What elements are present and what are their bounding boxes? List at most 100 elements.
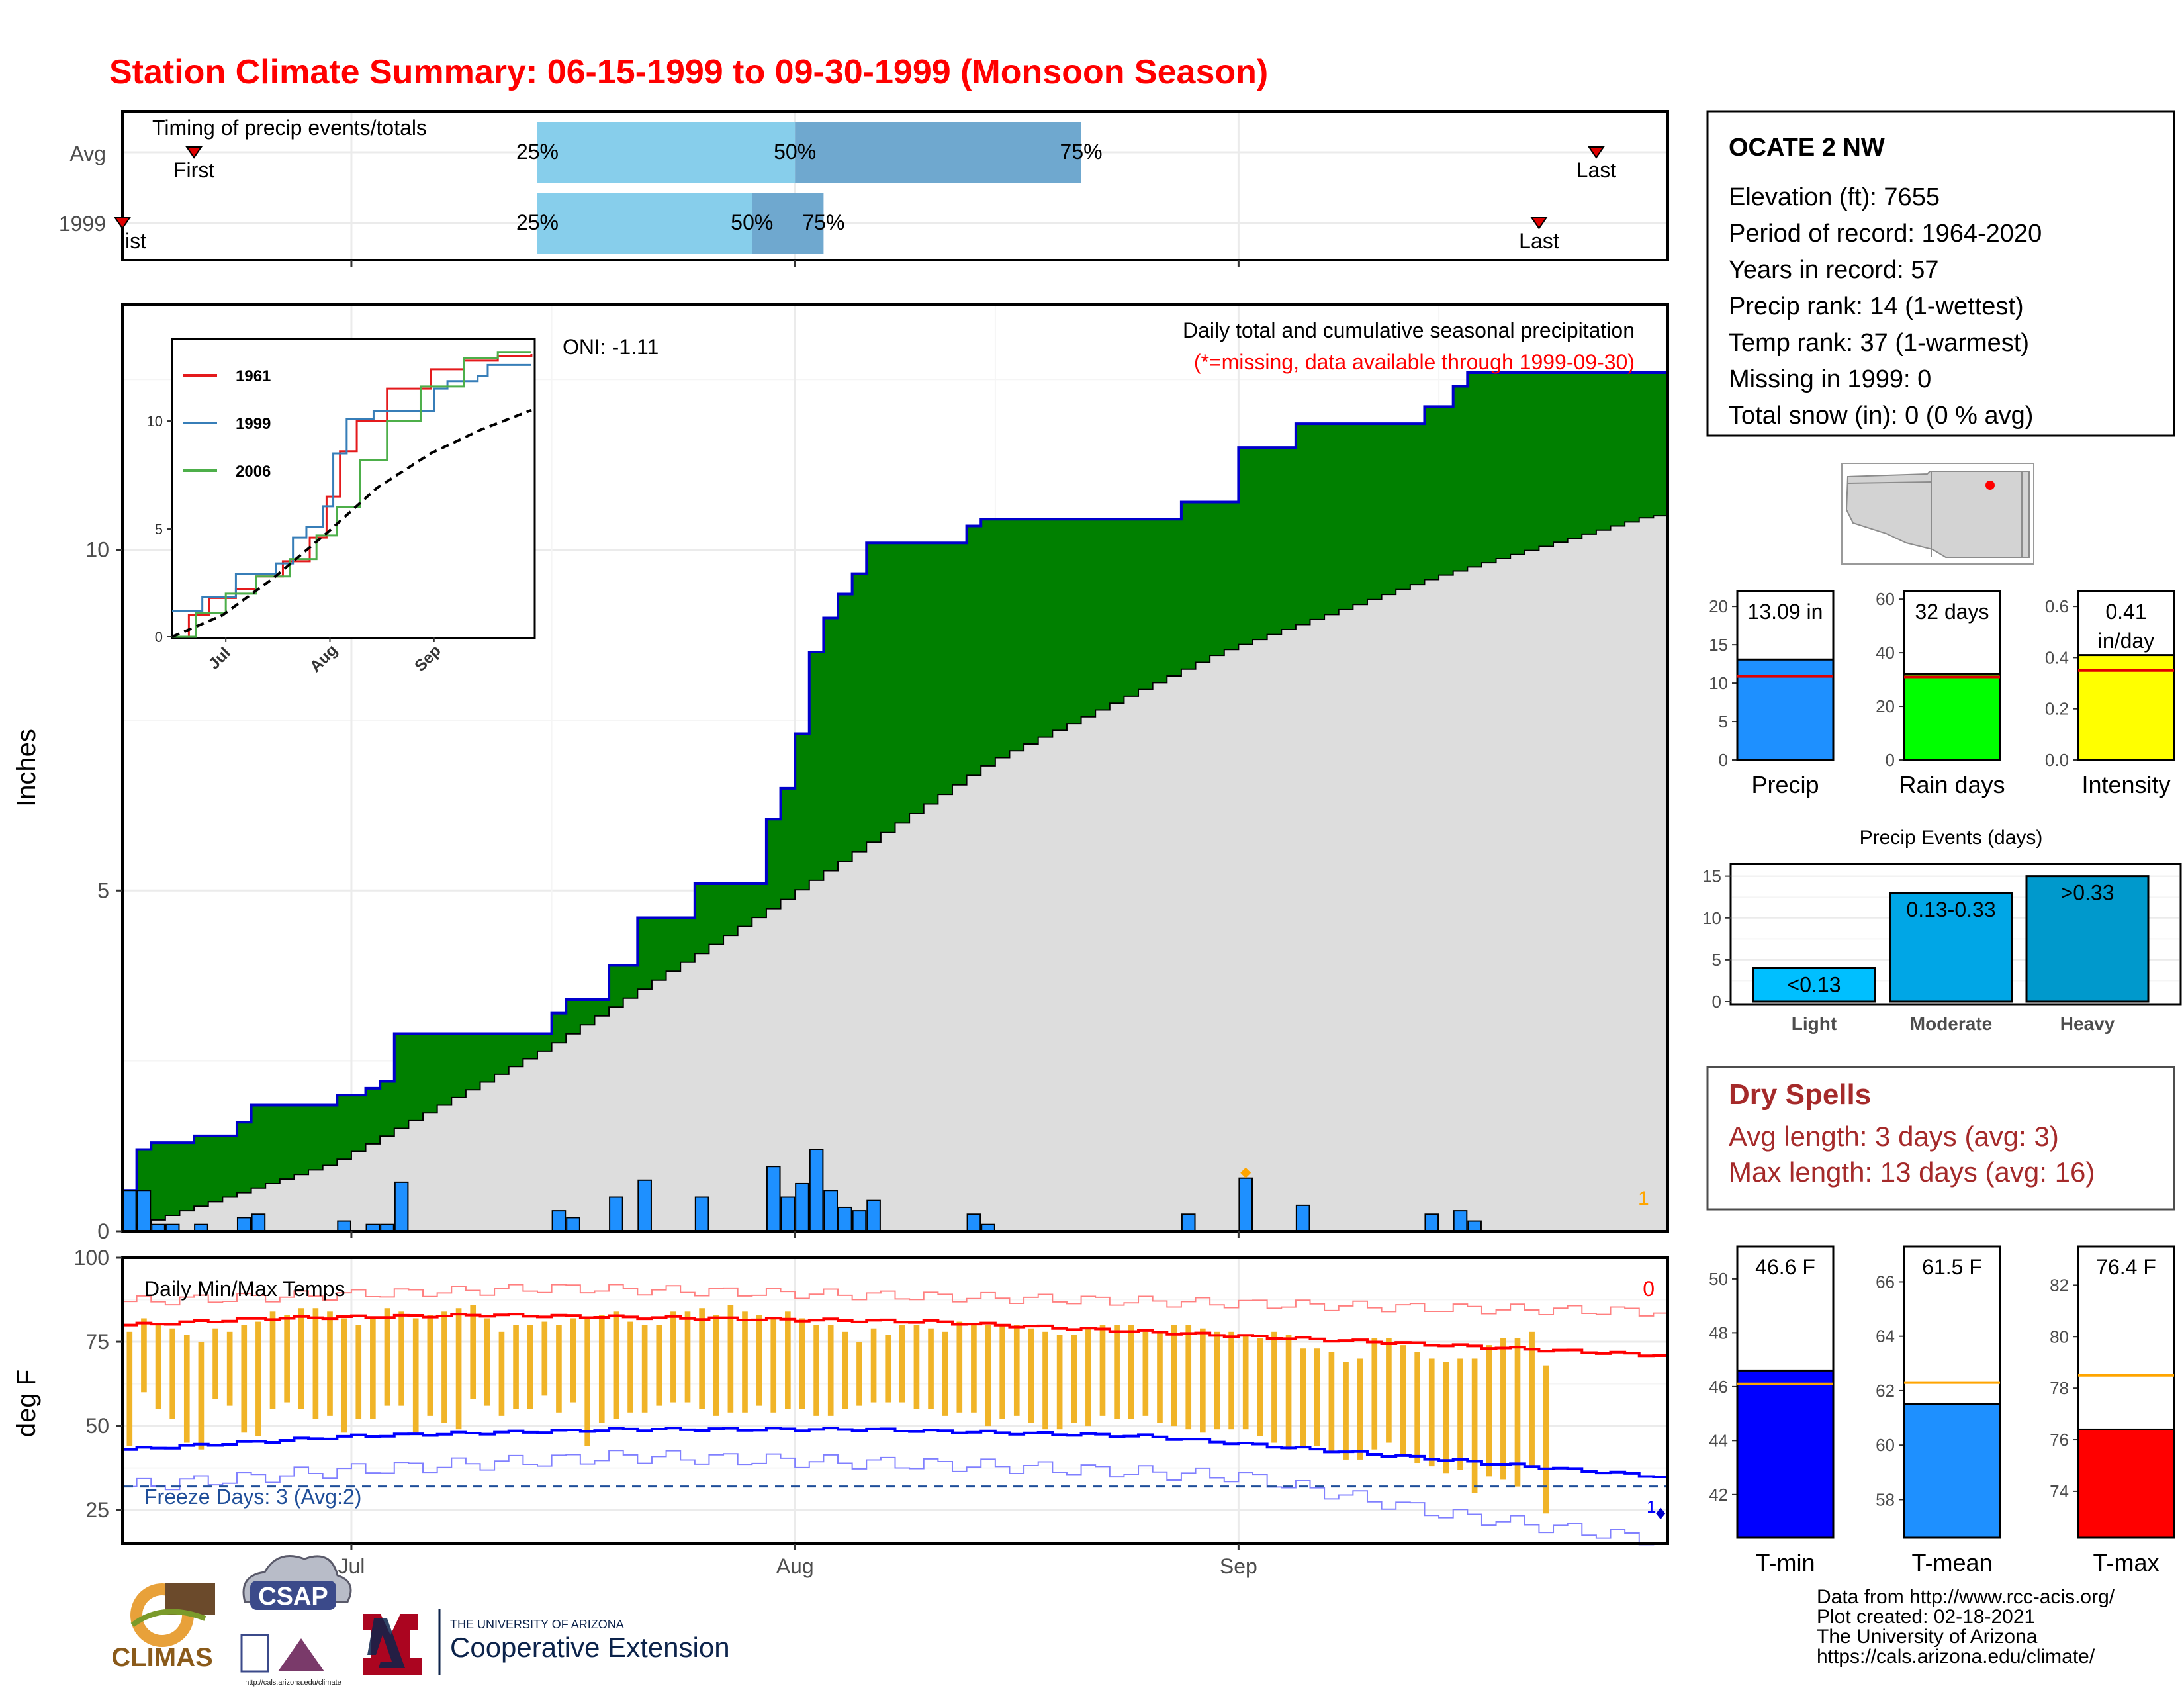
daily-temp-bar	[1157, 1331, 1163, 1423]
daily-precip-bar	[551, 1210, 567, 1233]
station-name: OCATE 2 NW	[1729, 134, 1885, 162]
daily-temp-bar	[1428, 1358, 1435, 1467]
inset-legend-label: 2006	[236, 463, 271, 481]
daily-precip-bar	[766, 1166, 781, 1233]
daily-temp-bar	[727, 1305, 734, 1413]
station-info-line: Precip rank: 14 (1-wettest)	[1729, 293, 2024, 320]
raindays-summary-ytick-label: 0	[1886, 750, 1895, 770]
daily-temp-bar	[556, 1325, 562, 1413]
daily-temp-bar	[1056, 1335, 1063, 1430]
daily-precip-bar	[251, 1213, 266, 1232]
daily-temp-bar	[198, 1342, 205, 1450]
timing-pointer-first	[114, 217, 131, 230]
tmax-summary-ytick-label: 74	[2050, 1481, 2069, 1501]
intensity-summary-value-label: 0.41	[2105, 600, 2146, 624]
station-info-line: Missing in 1999: 0	[1729, 365, 1931, 393]
record-min-line	[122, 1450, 1668, 1546]
daily-temp-bar	[699, 1308, 705, 1409]
daily-temp-bar	[284, 1315, 290, 1403]
daily-temp-bar	[1328, 1352, 1335, 1453]
temp-ytick-label: 25	[85, 1498, 109, 1522]
daily-temp-bar	[956, 1321, 963, 1413]
daily-precip-bar	[838, 1206, 852, 1232]
daily-temp-bar	[1514, 1338, 1521, 1487]
daily-temp-bar	[527, 1325, 533, 1409]
daily-temp-bar	[1443, 1362, 1449, 1474]
events-ytick-label: 0	[1712, 992, 1721, 1011]
temp-ytick-label: 75	[85, 1330, 109, 1354]
month-tick-label: Jul	[338, 1554, 365, 1578]
events-bar-label: <0.13	[1788, 973, 1841, 997]
tmin-summary-axis-label: T-min	[1756, 1549, 1815, 1576]
normal-cumulative-line	[122, 515, 1668, 1230]
inset-series-line-2006	[172, 351, 531, 638]
timing-pct-25: 25%	[516, 211, 559, 234]
station-info-line: Years in record: 57	[1729, 256, 1939, 284]
daily-temp-bar	[255, 1321, 261, 1436]
daily-precip-bar	[1295, 1204, 1310, 1232]
daily-temp-bar	[985, 1325, 991, 1427]
tmax-summary-ytick-label: 78	[2050, 1378, 2069, 1398]
ua-logo: THE UNIVERSITY OF ARIZONA Cooperative Ex…	[363, 1609, 730, 1675]
record-max-line	[122, 1284, 1668, 1317]
csap-logo-url: http://cals.arizona.edu/climate	[245, 1679, 341, 1687]
station-info-line: Period of record: 1964-2020	[1729, 220, 2042, 248]
daily-temp-bar	[1500, 1338, 1506, 1480]
precip-ytick-label: 10	[85, 538, 109, 562]
raindays-summary: 0 20 40 60 32 days Rain days	[1876, 589, 2005, 798]
precip-summary-value-label: 13.09 in	[1748, 600, 1823, 624]
daily-temp-bar	[971, 1325, 977, 1413]
daily-temp-bar	[827, 1325, 834, 1416]
daily-temp-bar	[1457, 1358, 1463, 1470]
daily-temp-bar	[770, 1318, 777, 1413]
daily-temp-bar	[341, 1318, 347, 1433]
precip-annotation-title: Daily total and cumulative seasonal prec…	[1183, 318, 1635, 342]
ua-logo-top: THE UNIVERSITY OF ARIZONA	[450, 1618, 624, 1631]
events-title: Precip Events (days)	[1860, 827, 2043, 849]
daily-precip-bar	[609, 1196, 623, 1233]
intensity-summary: 0.0 0.2 0.4 0.6 0.41 in/day Intensity	[2045, 590, 2175, 798]
precip-summary: 0 5 10 15 20 13.09 in Precip	[1709, 590, 1835, 798]
daily-temp-bar	[1257, 1338, 1263, 1436]
daily-temp-bar	[355, 1325, 362, 1419]
precip-ytick-label: 5	[97, 878, 109, 902]
daily-temp-bar	[842, 1331, 848, 1409]
credit-url: https://cals.arizona.edu/climate/	[1817, 1646, 2095, 1667]
timing-pct-50: 50%	[731, 211, 773, 234]
temp-ytick-label: 50	[85, 1414, 109, 1438]
daily-precip-bar	[809, 1149, 824, 1232]
daily-temp-bar	[899, 1325, 905, 1403]
daily-precip-bar	[1467, 1220, 1482, 1233]
timing-last-label: Last	[1519, 229, 1559, 253]
precip-summary-ytick-label: 5	[1719, 712, 1728, 731]
precip-summary-ytick-label: 0	[1719, 750, 1728, 770]
freeze-day-marker	[1656, 1507, 1666, 1520]
events-ytick-label: 5	[1712, 950, 1721, 970]
precip-summary-value-bar	[1736, 658, 1835, 761]
daily-temp-bar	[570, 1318, 576, 1403]
tmean-summary-axis-label: T-mean	[1911, 1549, 1992, 1576]
timing-bar-q1-y1999	[537, 193, 752, 254]
tmin-summary-value-label: 46.6 F	[1755, 1255, 1815, 1279]
dry-spells-max: Max length: 13 days (avg: 16)	[1729, 1156, 2095, 1188]
daily-temp-bar	[455, 1308, 462, 1430]
freeze-days-label: Freeze Days: 3 (Avg:2)	[144, 1485, 361, 1509]
daily-temp-bar	[398, 1311, 404, 1406]
daily-temp-bar	[1300, 1348, 1306, 1446]
daily-precip-bar	[852, 1210, 867, 1233]
daily-temp-bar	[1271, 1331, 1277, 1443]
timing-pct-50: 50%	[774, 140, 816, 164]
daily-temp-bar	[1414, 1352, 1420, 1464]
daily-temp-bar	[670, 1311, 676, 1403]
daily-temp-bar	[1200, 1328, 1206, 1433]
daily-temp-bar	[541, 1321, 548, 1396]
daily-temp-bar	[384, 1308, 390, 1406]
daily-temp-bar	[1371, 1338, 1378, 1450]
daily-temp-bar	[1529, 1331, 1535, 1467]
daily-temp-bar	[484, 1318, 490, 1406]
events-bar-heavy	[2025, 875, 2150, 1003]
normal-cumulative-area	[122, 516, 1668, 1231]
